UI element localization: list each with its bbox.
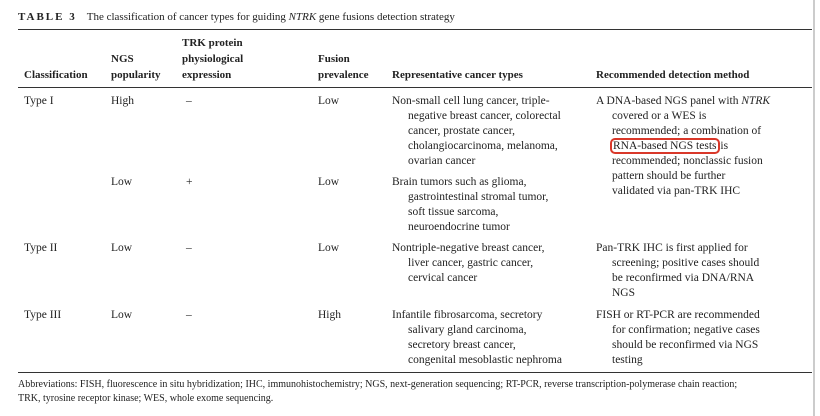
header-cell: expression <box>182 69 232 81</box>
trk-expression: – <box>186 95 192 107</box>
header-cell: popularity <box>111 69 161 81</box>
detection-method: NGS <box>612 287 636 299</box>
header-cell: Fusion <box>318 53 350 65</box>
rule <box>18 87 812 88</box>
text: recommended; nonclassic fusion <box>612 155 763 167</box>
cancer-types: Nontriple-negative breast cancer, <box>392 242 545 254</box>
cancer-types: Brain tumors such as glioma, <box>392 176 527 188</box>
text: A DNA-based NGS panel with <box>596 95 739 107</box>
ngs-popularity: Low <box>111 309 133 321</box>
fusion-prevalence: Low <box>318 242 340 254</box>
cancer-types: cervical cancer <box>408 272 478 284</box>
classification: Type II <box>24 242 58 254</box>
cancer-types: cholangiocarcinoma, melanoma, <box>408 140 558 152</box>
ngs-popularity: Low <box>111 176 133 188</box>
fusion-prevalence: Low <box>318 176 340 188</box>
cancer-types: soft tissue sarcoma, <box>408 206 499 218</box>
trk-expression: – <box>186 309 192 321</box>
cancer-types: congenital mesoblastic nephroma <box>408 354 562 366</box>
header-cell: NGS <box>111 53 134 65</box>
header-cell: prevalence <box>318 69 369 81</box>
fusion-prevalence: Low <box>318 95 340 107</box>
detection-method: testing <box>612 354 643 366</box>
detection-method: for confirmation; negative cases <box>612 324 760 336</box>
cancer-types: salivary gland carcinoma, <box>408 324 527 336</box>
trk-expression: + <box>186 176 193 188</box>
rule <box>18 29 812 30</box>
header-cell: TRK protein <box>182 37 243 49</box>
text: validated via pan-TRK IHC <box>612 185 741 197</box>
ngs-popularity: High <box>111 95 134 107</box>
header-cell: physiological <box>182 53 244 65</box>
classification: Type III <box>24 309 62 321</box>
detection-method: be reconfirmed via DNA/RNA <box>612 272 755 284</box>
trk-expression: – <box>186 242 192 254</box>
cancer-types: cancer, prostate cancer, <box>408 125 515 137</box>
caption-text: gene fusions detection strategy <box>318 11 455 23</box>
cancer-types: Non-small cell lung cancer, triple- <box>392 95 550 107</box>
cancer-types: Infantile fibrosarcoma, secretory <box>392 309 543 321</box>
fusion-prevalence: High <box>318 309 341 321</box>
caption-italic: NTRK <box>288 11 317 23</box>
text: is <box>720 140 729 152</box>
ngs-popularity: Low <box>111 242 133 254</box>
caption-text: The classification of cancer types for g… <box>86 11 286 23</box>
highlighted-text: RNA-based NGS tests <box>610 138 720 154</box>
detection-method: should be reconfirmed via NGS <box>612 339 759 351</box>
cancer-types: liver cancer, gastric cancer, <box>408 257 534 269</box>
header-cell: Recommended detection method <box>596 69 750 81</box>
detection-method: FISH or RT-PCR are recommended <box>596 309 760 321</box>
footnote: TRK, tyrosine receptor kinase; WES, whol… <box>18 393 274 404</box>
table-label: TABLE 3 <box>18 11 77 23</box>
italic-text: NTRK <box>741 95 771 107</box>
cancer-types: neuroendocrine tumor <box>408 221 510 233</box>
method-cell: A DNA-based NGS panel with NTRK covered … <box>596 94 770 199</box>
caption: TABLE 3 The classification of cancer type… <box>18 10 455 25</box>
cancer-types: gastrointestinal stromal tumor, <box>408 191 549 203</box>
cancer-types: negative breast cancer, colorectal <box>408 110 561 122</box>
cancer-types: ovarian cancer <box>408 155 476 167</box>
header-cell: Representative cancer types <box>392 69 523 81</box>
detection-method: Pan-TRK IHC is first applied for <box>596 242 748 254</box>
text: covered or a WES is <box>612 110 707 122</box>
detection-method: screening; positive cases should <box>612 257 760 269</box>
border <box>813 0 815 416</box>
text: pattern should be further <box>612 170 726 182</box>
classification: Type I <box>24 95 54 107</box>
footnote: Abbreviations: FISH, fluorescence in sit… <box>18 379 738 390</box>
rule <box>18 372 812 373</box>
cancer-types: secretory breast cancer, <box>408 339 516 351</box>
header-cell: Classification <box>24 69 88 81</box>
text: recommended; a combination of <box>612 125 762 137</box>
